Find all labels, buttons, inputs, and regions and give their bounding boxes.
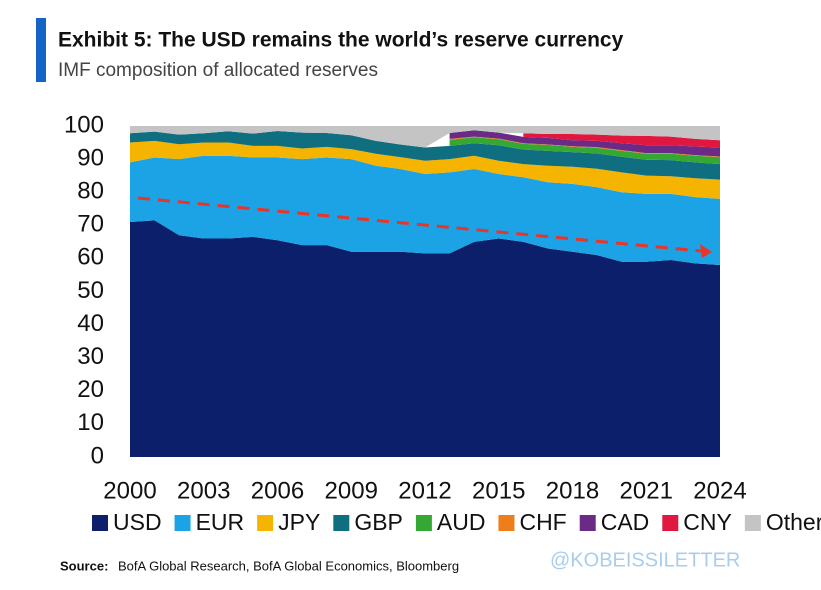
x-tick-label: 2015 <box>472 477 525 504</box>
x-tick-label: 2018 <box>546 477 599 504</box>
legend-label: Other <box>766 509 821 535</box>
area <box>523 133 720 148</box>
trend-line <box>137 196 713 254</box>
area <box>449 136 720 158</box>
y-tick-label: 100 <box>64 111 104 138</box>
legend-swatch <box>744 515 761 531</box>
area <box>130 155 720 266</box>
x-tick-label: 2012 <box>398 477 451 504</box>
x-tick-label: 2021 <box>620 477 673 504</box>
legend-label: EUR <box>196 509 245 535</box>
area <box>130 126 720 148</box>
y-tick-label: 40 <box>77 310 104 337</box>
legend-label: CAD <box>601 509 650 535</box>
x-tick-label: 2009 <box>325 477 378 504</box>
y-tick-label: 20 <box>77 376 104 403</box>
area <box>130 140 720 199</box>
y-tick-label: 60 <box>77 244 104 271</box>
x-tick-label: 2003 <box>177 477 230 504</box>
source-label: Source: <box>60 558 108 573</box>
y-tick-label: 50 <box>77 277 104 304</box>
x-tick-label: 2024 <box>693 477 746 504</box>
chart-title: Exhibit 5: The USD remains the world’s r… <box>58 29 624 52</box>
legend-swatch <box>92 515 108 531</box>
legend-label: CHF <box>519 509 566 535</box>
x-tick-label: 2000 <box>103 477 156 504</box>
legend-swatch <box>662 515 679 531</box>
area <box>130 220 720 457</box>
axes: 0 10 20 30 40 50 60 70 80 90 100 2000 2003 2006 2009 20… <box>64 111 747 504</box>
trend-arrow <box>700 244 712 258</box>
legend-swatch <box>415 515 432 531</box>
title-accent <box>36 18 46 82</box>
area <box>449 130 720 157</box>
y-tick-label: 0 <box>91 442 104 469</box>
legend-swatch <box>498 515 515 531</box>
legend: USD EUR JPY GBP AUD CHF CAD CNY Other <box>92 509 821 535</box>
y-tick-label: 90 <box>77 144 104 171</box>
area <box>449 137 720 165</box>
x-tick-label: 2006 <box>251 477 304 504</box>
legend-label: CNY <box>683 509 732 535</box>
legend-swatch <box>174 515 191 531</box>
y-tick-label: 10 <box>77 409 104 436</box>
legend-label: JPY <box>278 509 320 535</box>
legend-swatch <box>333 515 350 531</box>
watermark: @KOBEISSILETTER <box>550 549 740 571</box>
legend-label: GBP <box>354 509 403 535</box>
legend-swatch <box>257 515 274 531</box>
chart-subtitle: IMF composition of allocated reserves <box>58 60 378 81</box>
y-tick-label: 30 <box>77 343 104 370</box>
y-tick-label: 80 <box>77 178 104 205</box>
legend-label: AUD <box>437 509 486 535</box>
source-text: BofA Global Research, BofA Global Econom… <box>118 558 459 573</box>
area <box>130 130 720 180</box>
legend-swatch <box>579 515 596 531</box>
plot-area <box>130 126 720 457</box>
y-tick-label: 70 <box>77 211 104 238</box>
legend-label: USD <box>113 509 162 535</box>
